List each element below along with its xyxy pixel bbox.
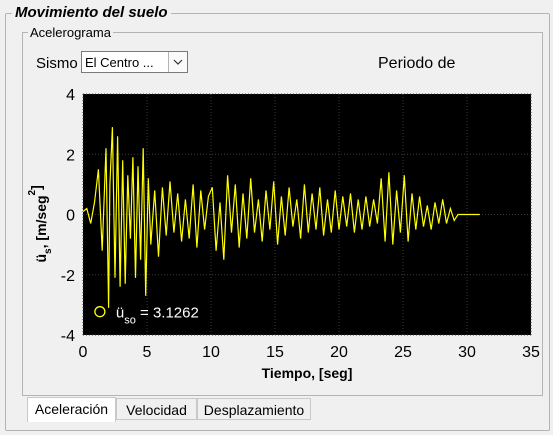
x-tick-label: 10 (202, 344, 220, 361)
y-tick-label: -4 (61, 328, 75, 345)
sismo-label: Sismo (36, 55, 78, 72)
y-tick-label: -2 (61, 268, 75, 285)
x-tick-label: 25 (394, 344, 412, 361)
chevron-down-icon[interactable] (168, 52, 187, 72)
accelerogram-panel (22, 32, 543, 396)
sismo-dropdown-value: El Centro ... (85, 55, 154, 70)
tab-velocidad[interactable]: Velocidad (116, 398, 197, 420)
x-tick-label: 35 (522, 344, 540, 361)
y-tick-label: 2 (66, 147, 75, 164)
peak-marker (94, 306, 106, 318)
periodo-label: Periodo de (378, 55, 456, 72)
x-tick-label: 0 (79, 344, 88, 361)
panel-title: Movimiento del suelo (12, 4, 171, 21)
peak-label: üso = 3.1262 (116, 305, 199, 327)
x-tick-label: 20 (330, 344, 348, 361)
accelerogram-title: Acelerograma (28, 25, 113, 40)
tab-aceleracion[interactable]: Aceleración (27, 397, 116, 422)
x-tick-label: 30 (458, 344, 476, 361)
x-tick-label: 15 (266, 344, 284, 361)
y-tick-label: 0 (66, 208, 75, 225)
x-axis-label: Tiempo, [seg] (262, 365, 353, 381)
sismo-dropdown[interactable]: El Centro ... (81, 51, 188, 73)
acceleration-series-line (82, 127, 480, 308)
tab-desplazamiento[interactable]: Desplazamiento (197, 398, 311, 420)
x-tick-label: 5 (143, 344, 152, 361)
ground-motion-panel (5, 13, 550, 431)
y-axis-label: üs, [m/seg2] (27, 185, 54, 262)
y-tick-label: 4 (66, 87, 75, 104)
